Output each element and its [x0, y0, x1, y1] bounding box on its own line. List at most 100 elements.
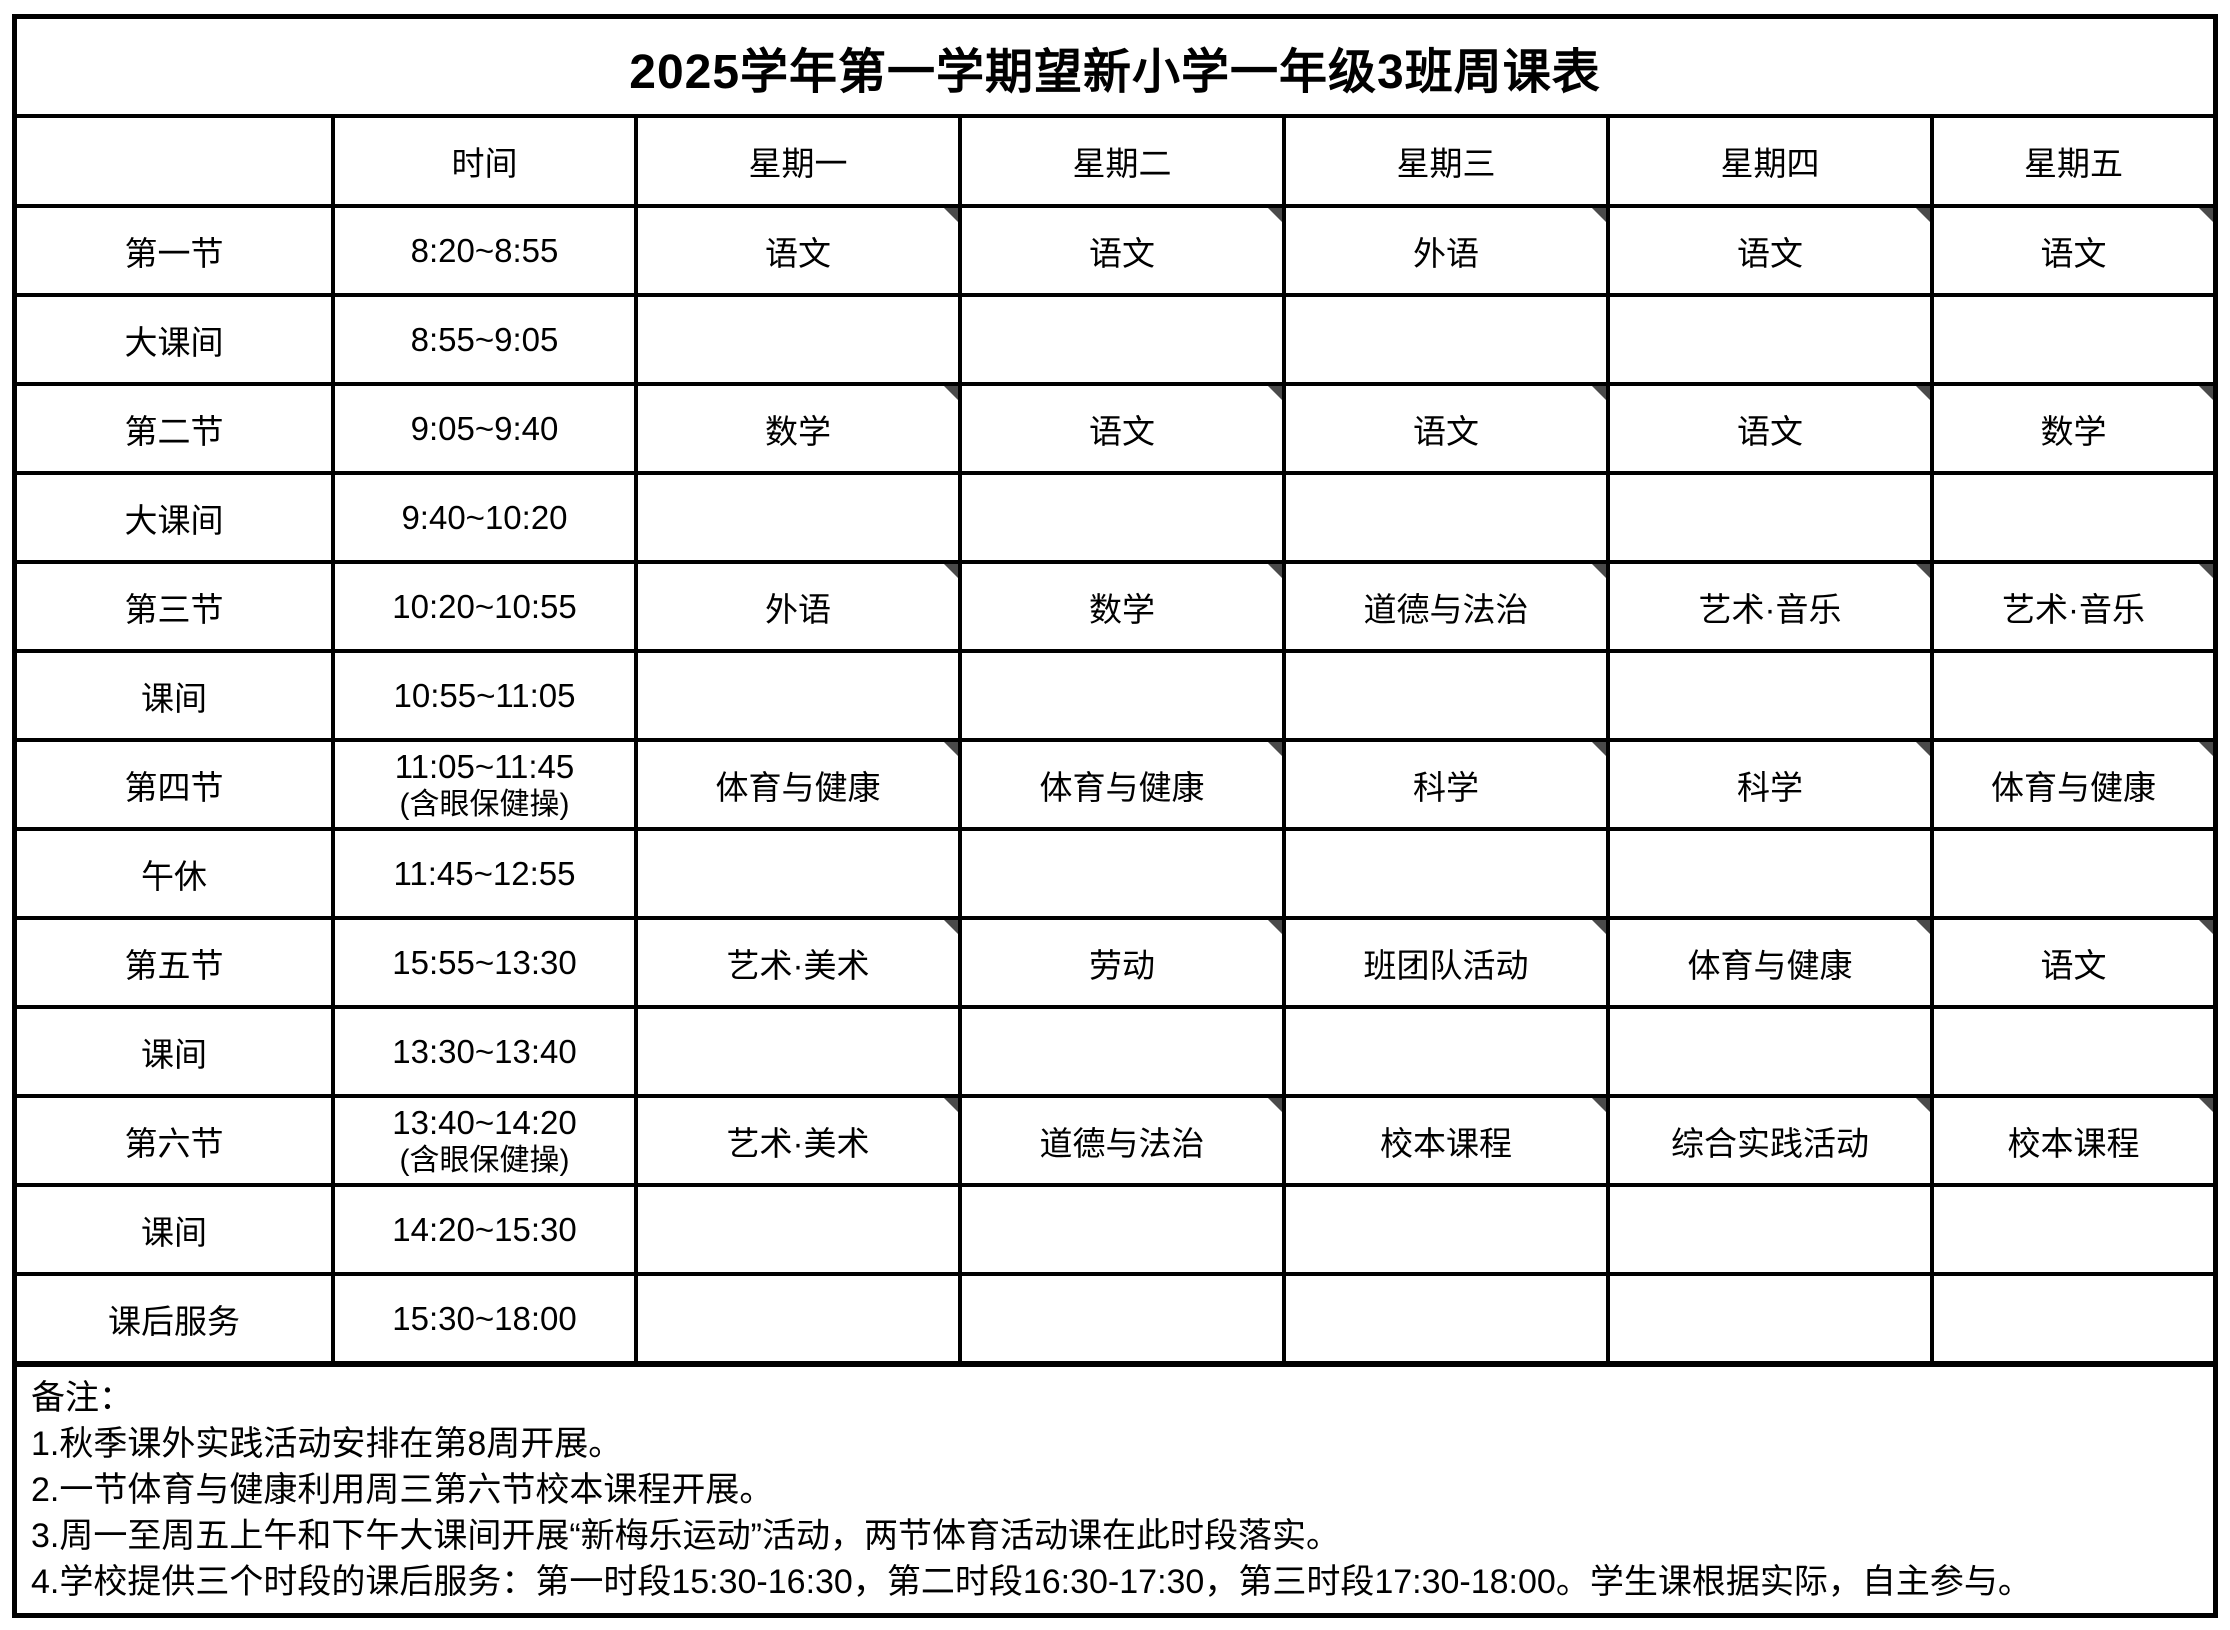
subject-text: 综合实践活动	[1671, 1124, 1869, 1162]
period-label: 大课间	[17, 293, 335, 386]
subject-cell: 数学	[958, 560, 1286, 653]
subject-cell-empty	[1282, 649, 1610, 742]
subject-cell-empty	[634, 1183, 962, 1276]
time-cell: 9:40~10:20	[331, 471, 638, 564]
subject-cell-empty	[1606, 1183, 1934, 1276]
subject-text: 外语	[1413, 234, 1479, 272]
comment-marker-icon	[1268, 388, 1280, 400]
column-header-time: 时间	[331, 114, 638, 208]
table-row-break: 课间 14:20~15:30	[17, 1183, 2214, 1276]
time-range: 15:55~13:30	[392, 943, 577, 981]
subject-cell: 语文	[634, 204, 962, 297]
remark-item-3: 3.周一至周五上午和下午大课间开展“新梅乐运动”活动，两节体育活动课在此时段落实…	[31, 1517, 1340, 1555]
subject-text: 语文	[1737, 412, 1803, 450]
table-row-period6: 第六节 13:40~14:20 (含眼保健操) 艺术·美术 道德与法治 校本课程 …	[17, 1094, 2214, 1187]
column-header-tuesday: 星期二	[958, 114, 1286, 208]
subject-text: 数学	[2040, 412, 2107, 450]
time-cell: 15:30~18:00	[331, 1272, 638, 1361]
comment-marker-icon	[1592, 1100, 1604, 1112]
period-label: 第三节	[17, 560, 335, 653]
subject-text: 科学	[1413, 768, 1479, 806]
timetable: 2025学年第一学期望新小学一年级3班周课表 时间 星期一 星期二 星期三 星期…	[17, 19, 2214, 1361]
subject-cell-empty	[634, 649, 962, 742]
subject-cell: 综合实践活动	[1606, 1094, 1934, 1187]
subject-text: 语文	[765, 234, 831, 272]
time-range: 14:20~15:30	[392, 1210, 577, 1248]
comment-marker-icon	[1268, 1100, 1280, 1112]
subject-text: 道德与法治	[1363, 590, 1529, 628]
subject-cell-empty	[1929, 471, 2214, 564]
page-title: 2025学年第一学期望新小学一年级3班周课表	[17, 19, 2214, 118]
subject-cell: 外语	[634, 560, 962, 653]
subject-cell-empty	[1282, 471, 1610, 564]
table-row-period1: 第一节 8:20~8:55 语文 语文 外语 语文 语文	[17, 204, 2214, 297]
comment-marker-icon	[1916, 1100, 1928, 1112]
subject-cell-empty	[634, 1005, 962, 1098]
time-cell: 11:05~11:45 (含眼保健操)	[331, 738, 638, 831]
comment-marker-icon	[2199, 1100, 2214, 1112]
subject-cell-empty	[1282, 1183, 1610, 1276]
comment-marker-icon	[1916, 388, 1928, 400]
column-header-thursday: 星期四	[1606, 114, 1934, 208]
time-range: 15:30~18:00	[392, 1299, 577, 1337]
subject-cell: 艺术·美术	[634, 916, 962, 1009]
subject-cell: 语文	[1929, 916, 2214, 1009]
subject-cell: 校本课程	[1282, 1094, 1610, 1187]
time-cell: 10:55~11:05	[331, 649, 638, 742]
comment-marker-icon	[1916, 922, 1928, 934]
period-label: 第二节	[17, 382, 335, 475]
subject-text: 体育与健康	[1039, 768, 1205, 806]
subject-text: 校本课程	[2007, 1124, 2140, 1162]
subject-text: 道德与法治	[1039, 1124, 1205, 1162]
subject-cell: 语文	[1606, 382, 1934, 475]
subject-cell: 数学	[634, 382, 962, 475]
remark-item-1: 1.秋季课外实践活动安排在第8周开展。	[31, 1425, 623, 1463]
subject-cell-empty	[634, 1272, 962, 1361]
subject-cell-empty	[958, 1272, 1286, 1361]
time-range: 8:20~8:55	[410, 231, 559, 269]
comment-marker-icon	[2199, 210, 2214, 222]
subject-cell-empty	[1929, 1183, 2214, 1276]
subject-text: 科学	[1737, 768, 1803, 806]
table-row-period5: 第五节 15:55~13:30 艺术·美术 劳动 班团队活动 体育与健康 语文	[17, 916, 2214, 1009]
time-range: 13:40~14:20	[392, 1103, 577, 1141]
period-label: 课间	[17, 1183, 335, 1276]
subject-text: 校本课程	[1380, 1124, 1512, 1162]
subject-cell: 语文	[1606, 204, 1934, 297]
time-note: (含眼保健操)	[399, 787, 570, 821]
subject-cell: 班团队活动	[1282, 916, 1610, 1009]
time-cell: 13:30~13:40	[331, 1005, 638, 1098]
comment-marker-icon	[1592, 210, 1604, 222]
subject-cell-empty	[1929, 293, 2214, 386]
time-range: 13:30~13:40	[392, 1032, 577, 1070]
subject-text: 语文	[1089, 412, 1155, 450]
column-header-monday: 星期一	[634, 114, 962, 208]
comment-marker-icon	[944, 1100, 956, 1112]
time-range: 10:55~11:05	[393, 676, 576, 714]
subject-cell-empty	[1282, 293, 1610, 386]
comment-marker-icon	[1592, 922, 1604, 934]
remarks-section: 备注： 1.秋季课外实践活动安排在第8周开展。 2.一节体育与健康利用周三第六节…	[17, 1361, 2213, 1613]
comment-marker-icon	[2199, 744, 2214, 756]
comment-marker-icon	[944, 210, 956, 222]
table-row-break: 课间 13:30~13:40	[17, 1005, 2214, 1098]
time-cell: 11:45~12:55	[331, 827, 638, 920]
time-note: (含眼保健操)	[399, 1143, 570, 1177]
subject-cell-empty	[1929, 649, 2214, 742]
time-range: 9:40~10:20	[401, 498, 568, 536]
comment-marker-icon	[1916, 566, 1928, 578]
subject-cell: 语文	[1282, 382, 1610, 475]
subject-cell-empty	[1606, 1005, 1934, 1098]
subject-cell-empty	[958, 1005, 1286, 1098]
time-cell: 15:55~13:30	[331, 916, 638, 1009]
subject-cell: 艺术·美术	[634, 1094, 962, 1187]
period-label: 第一节	[17, 204, 335, 297]
time-cell: 8:55~9:05	[331, 293, 638, 386]
subject-cell: 语文	[958, 382, 1286, 475]
comment-marker-icon	[1268, 922, 1280, 934]
subject-cell: 体育与健康	[1606, 916, 1934, 1009]
subject-cell: 数学	[1929, 382, 2214, 475]
comment-marker-icon	[944, 922, 956, 934]
time-cell: 10:20~10:55	[331, 560, 638, 653]
